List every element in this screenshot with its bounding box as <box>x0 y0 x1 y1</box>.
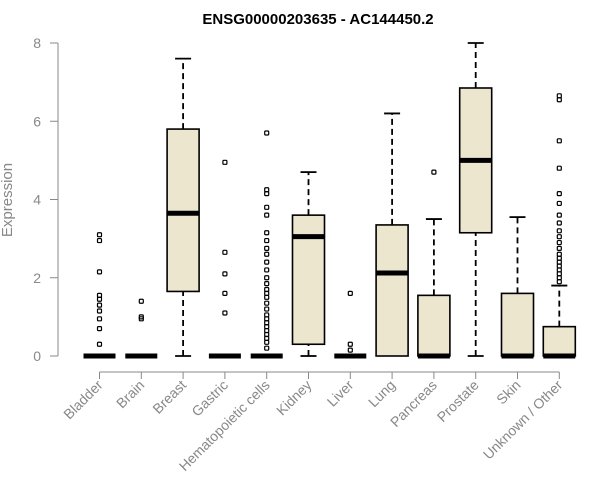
outlier-point <box>96 326 103 332</box>
box-group <box>250 130 283 359</box>
outlier-point <box>264 300 270 306</box>
outlier-point <box>347 341 353 347</box>
x-tick-label: Kidney <box>273 377 315 419</box>
x-tick-label: Brain <box>113 377 147 411</box>
outlier-point <box>138 314 144 320</box>
x-tick-label: Bladder <box>60 377 106 423</box>
y-tick-label: 8 <box>33 35 41 51</box>
box-group <box>83 232 116 359</box>
outlier-point <box>264 312 270 318</box>
outlier-point <box>96 316 103 322</box>
outlier-point <box>264 281 270 287</box>
box-group <box>542 93 577 359</box>
outlier-point <box>264 187 270 193</box>
outlier-point <box>431 169 437 175</box>
plot-area <box>83 42 577 359</box>
outlier-point <box>264 237 270 244</box>
outlier-point <box>556 93 562 99</box>
outlier-point <box>222 249 228 255</box>
x-tick-label: Lung <box>365 377 398 410</box>
outlier-point <box>264 130 270 136</box>
box <box>542 325 577 357</box>
box-group <box>417 169 451 359</box>
outlier-point <box>264 259 270 265</box>
box-group <box>458 42 493 357</box>
outlier-point <box>222 290 228 296</box>
y-tick-label: 4 <box>33 192 41 208</box>
outlier-point <box>222 159 228 165</box>
outlier-point <box>264 204 270 210</box>
outlier-point <box>264 275 270 281</box>
y-tick-label: 2 <box>33 270 41 286</box>
outlier-point <box>556 220 562 226</box>
outlier-point <box>347 347 353 353</box>
box <box>375 224 409 357</box>
outlier-point <box>96 269 103 275</box>
outlier-point <box>264 251 270 257</box>
x-tick-label: Skin <box>493 377 524 408</box>
outlier-point <box>556 239 562 246</box>
outlier-point <box>264 212 270 218</box>
outlier-point <box>556 234 562 240</box>
y-tick-label: 6 <box>33 113 41 129</box>
outlier-point <box>96 292 103 298</box>
outlier-point <box>264 230 270 236</box>
outlier-point <box>222 271 228 277</box>
y-tick-label: 0 <box>33 348 41 364</box>
x-tick-label: Breast <box>149 377 189 417</box>
outlier-point <box>556 228 562 234</box>
box-group <box>500 216 535 359</box>
outlier-point <box>96 302 103 308</box>
box-group <box>208 159 241 359</box>
x-tick-label: Liver <box>324 377 357 410</box>
box-group <box>291 171 326 357</box>
outlier-point <box>264 345 270 351</box>
outlier-point <box>556 191 562 197</box>
outlier-point <box>556 165 562 171</box>
outlier-point <box>264 286 270 293</box>
x-tick-label: Prostate <box>434 377 482 425</box>
outlier-point <box>96 237 103 244</box>
outlier-point <box>556 212 562 218</box>
outlier-point <box>556 245 562 252</box>
y-axis-label: Expression <box>0 163 16 237</box>
outlier-point <box>347 290 353 296</box>
box <box>166 128 200 293</box>
outlier-point <box>96 308 103 314</box>
outlier-point <box>556 200 562 207</box>
outlier-point <box>264 267 270 273</box>
outlier-point <box>138 298 144 304</box>
box <box>417 294 451 357</box>
box-group <box>334 290 367 359</box>
y-axis: 0 2 4 6 8 <box>33 35 59 364</box>
outlier-point <box>222 310 228 316</box>
box <box>500 292 535 357</box>
outlier-point <box>556 251 562 257</box>
outlier-point <box>96 341 103 347</box>
box-group <box>375 112 409 357</box>
box-group <box>125 298 158 359</box>
outlier-point <box>556 138 562 144</box>
outlier-point <box>264 306 270 312</box>
outlier-point <box>96 232 103 238</box>
box-group <box>166 57 200 357</box>
x-tick-label: Unknown / Other <box>480 377 566 463</box>
outlier-point <box>264 245 270 252</box>
chart-title: ENSG00000203635 - AC144450.2 <box>202 11 433 28</box>
